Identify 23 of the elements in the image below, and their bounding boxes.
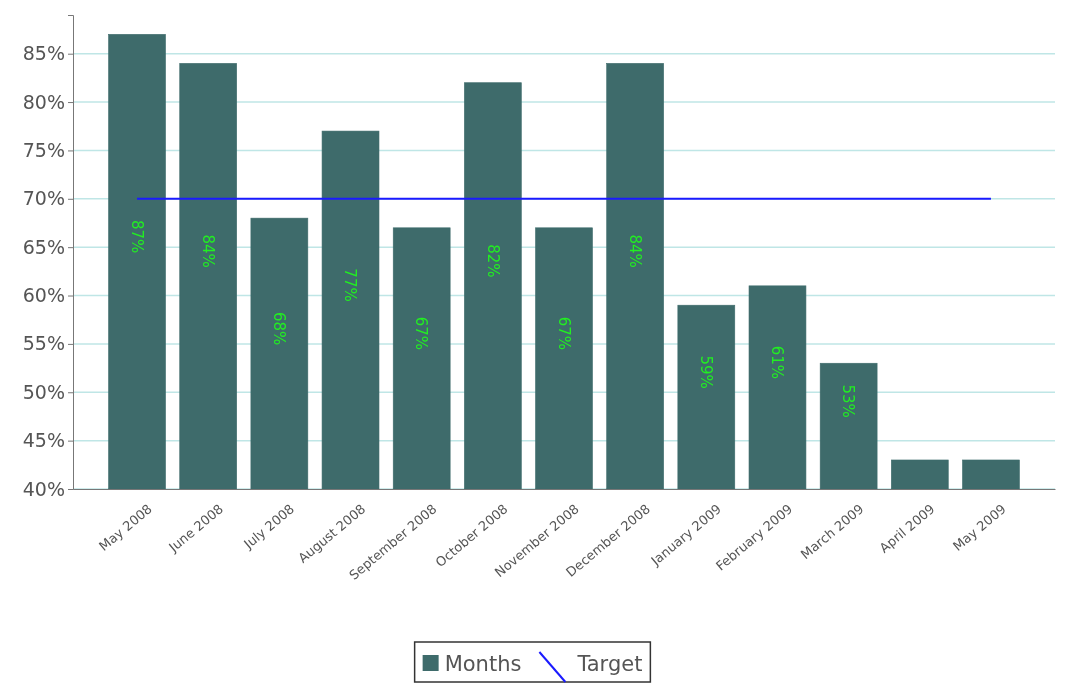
y-tick-label: 65% [22,235,65,258]
data-label: 67% [554,316,573,351]
legend-label: Months [444,652,522,676]
data-label: 68% [270,311,289,346]
y-tick-label: 55% [22,332,65,355]
y-tick-label: 40% [22,477,65,500]
y-tick-label: 80% [22,90,65,113]
y-tick-label: 85% [22,42,65,65]
y-tick-label: 50% [22,380,65,403]
y-tick-label: 60% [22,284,65,307]
data-label: 53% [839,384,858,418]
data-label: 67% [412,316,431,351]
y-tick-label: 45% [22,429,65,452]
data-label: 61% [768,345,787,380]
data-label: 77% [341,268,360,302]
data-label: 82% [483,244,502,278]
data-label: 84% [198,234,217,268]
y-tick-label: 70% [22,187,65,210]
data-label: 87% [127,220,146,254]
legend-label: Target [576,652,643,676]
data-label: 59% [697,355,716,389]
y-tick-label: 75% [22,139,65,162]
data-label: 84% [625,234,644,268]
